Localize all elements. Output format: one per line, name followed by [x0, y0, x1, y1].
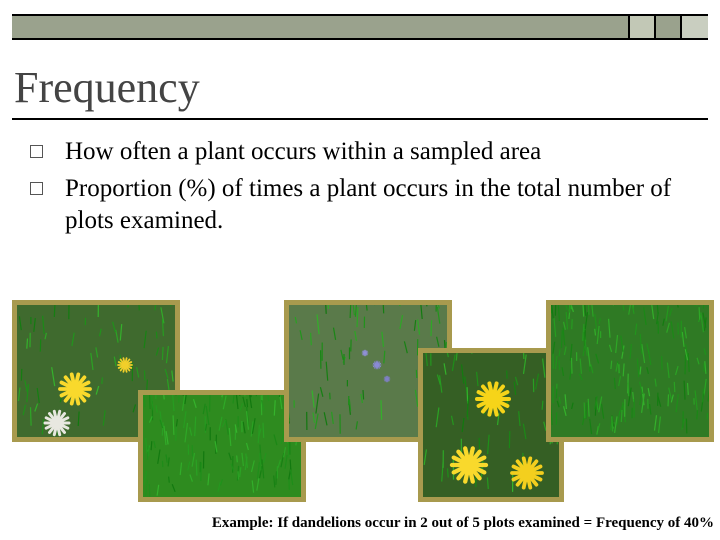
bullet-item: How often a plant occurs within a sample…	[30, 136, 690, 167]
bullet-marker-icon	[30, 145, 43, 158]
bullet-item: Proportion (%) of times a plant occurs i…	[30, 173, 690, 236]
bullet-marker-icon	[30, 182, 43, 195]
band-cell-1	[630, 16, 656, 38]
title-underline	[12, 118, 708, 120]
band-main	[12, 16, 630, 38]
plot-4-dandelions	[418, 348, 564, 502]
example-caption: Example: If dandelions occur in 2 out of…	[0, 515, 714, 532]
bullet-list: How often a plant occurs within a sample…	[30, 136, 690, 242]
plot-images-row	[6, 300, 714, 490]
plot-5-grass	[546, 300, 714, 442]
bullet-text: How often a plant occurs within a sample…	[65, 136, 541, 167]
bullet-text: Proportion (%) of times a plant occurs i…	[65, 173, 690, 236]
band-cell-3	[682, 16, 708, 38]
slide-title: Frequency	[14, 62, 200, 113]
plot-2-lawn	[138, 390, 306, 502]
header-band	[12, 14, 708, 40]
band-cell-2	[656, 16, 682, 38]
